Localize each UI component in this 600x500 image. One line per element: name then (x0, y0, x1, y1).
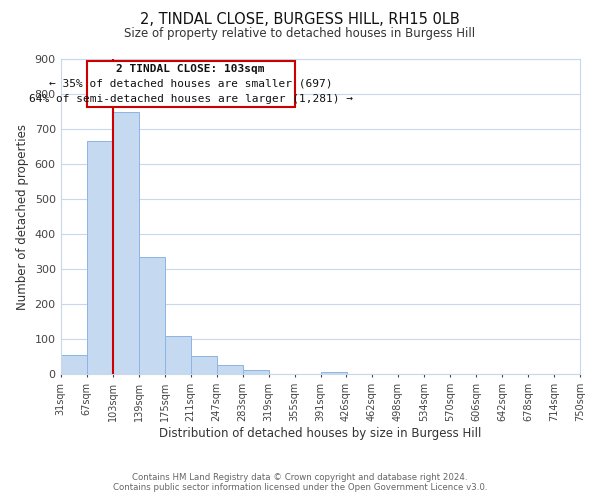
Text: 2, TINDAL CLOSE, BURGESS HILL, RH15 0LB: 2, TINDAL CLOSE, BURGESS HILL, RH15 0LB (140, 12, 460, 28)
Bar (86, 142, 113, 374)
Bar (191, 356, 217, 374)
Bar (217, 365, 242, 374)
Bar (242, 370, 269, 374)
Text: Contains HM Land Registry data © Crown copyright and database right 2024.
Contai: Contains HM Land Registry data © Crown c… (113, 473, 487, 492)
Bar (61, 355, 86, 374)
Bar (320, 372, 347, 374)
Text: 64% of semi-detached houses are larger (1,281) →: 64% of semi-detached houses are larger (… (29, 94, 353, 104)
Text: 2 TINDAL CLOSE: 103sqm: 2 TINDAL CLOSE: 103sqm (116, 64, 265, 74)
Text: ← 35% of detached houses are smaller (697): ← 35% of detached houses are smaller (69… (49, 79, 332, 89)
Text: Size of property relative to detached houses in Burgess Hill: Size of property relative to detached ho… (124, 28, 476, 40)
Y-axis label: Number of detached properties: Number of detached properties (16, 124, 29, 310)
Bar (113, 112, 139, 374)
Bar (164, 336, 191, 374)
Bar (139, 257, 164, 374)
FancyBboxPatch shape (86, 61, 295, 108)
X-axis label: Distribution of detached houses by size in Burgess Hill: Distribution of detached houses by size … (159, 427, 481, 440)
